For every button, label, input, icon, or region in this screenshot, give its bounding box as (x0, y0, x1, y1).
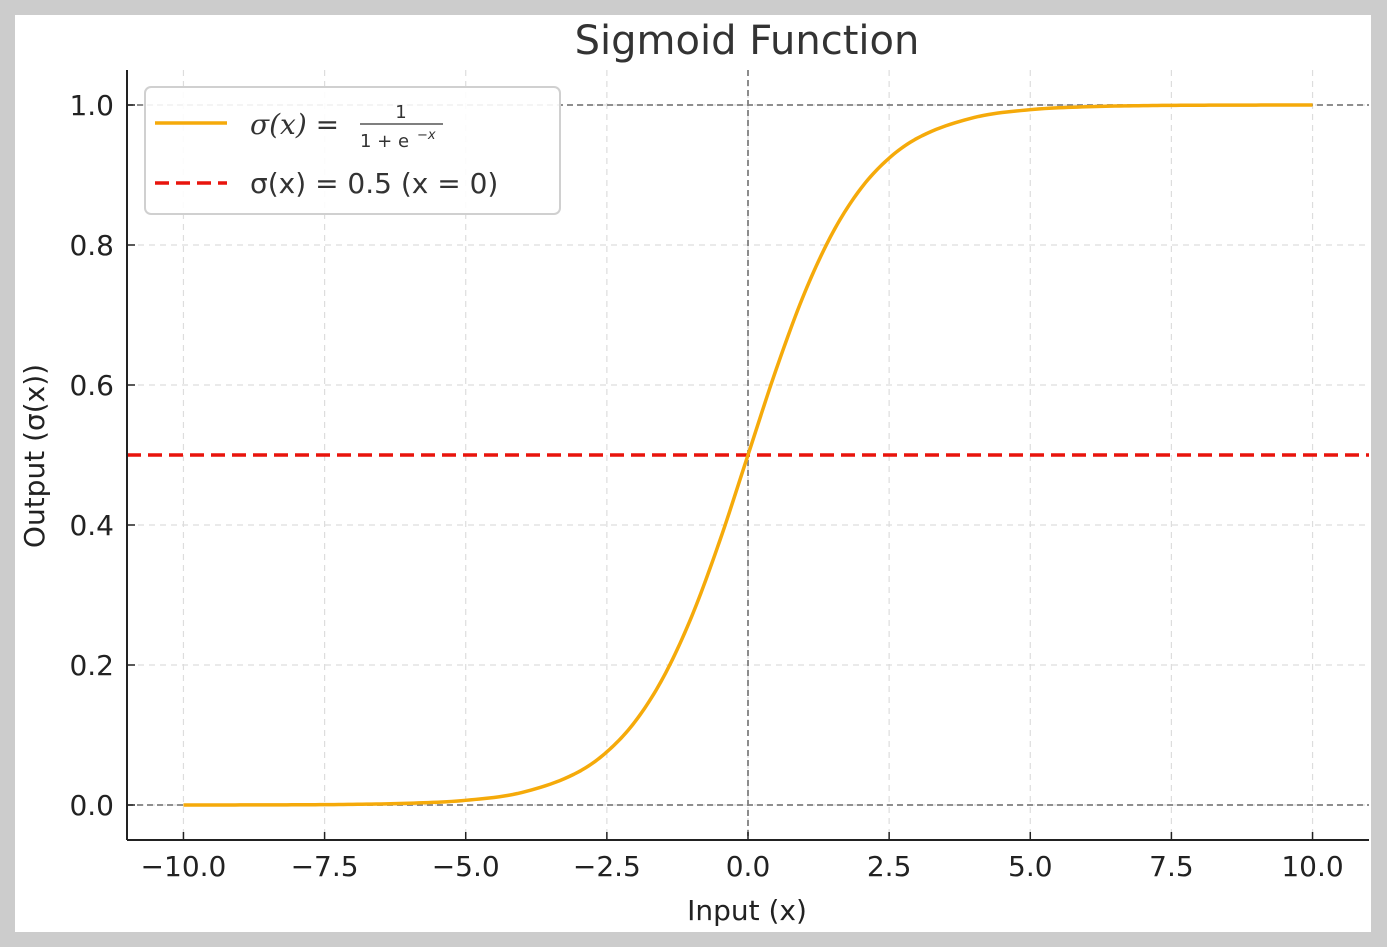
x-tick-label: −7.5 (291, 850, 359, 883)
legend-label-sigmoid-numerator: 1 (395, 102, 406, 123)
x-tick-label: −2.5 (573, 850, 641, 883)
legend-label-sigmoid-exponent: −x (417, 128, 436, 143)
x-tick-label: 0.0 (726, 850, 771, 883)
x-tick-label: 10.0 (1281, 850, 1343, 883)
y-axis-label: Output (σ(x)) (18, 364, 51, 548)
sigmoid-curve (183, 103, 1313, 807)
x-tick-label: 2.5 (867, 850, 912, 883)
chart-title: Sigmoid Function (575, 18, 920, 64)
legend: σ(x) = 1 1 + e −x σ(x) = 0.5 (x = 0) (144, 86, 561, 215)
y-tick-label: 0.2 (69, 649, 114, 682)
y-tick-label: 1.0 (69, 89, 114, 122)
series-layer (127, 103, 1369, 807)
y-tick-label: 0.0 (69, 789, 114, 822)
x-tick-label: 7.5 (1149, 850, 1194, 883)
legend-label-sigmoid-denominator: 1 + e (360, 131, 409, 152)
y-tick-label: 0.6 (69, 369, 114, 402)
ticks: −10.0 −7.5 −5.0 −2.5 0.0 2.5 5.0 7.5 10.0 0.0 0.2 0… (69, 89, 1343, 883)
x-tick-label: −10.0 (141, 850, 227, 883)
x-axis-label: Input (x) (687, 894, 807, 927)
x-tick-label: 5.0 (1008, 850, 1053, 883)
legend-label-threshold: σ(x) = 0.5 (x = 0) (250, 167, 498, 200)
y-tick-label: 0.4 (69, 509, 114, 542)
legend-box (144, 86, 561, 215)
legend-label-sigmoid-prefix: σ(x) = (250, 108, 339, 141)
x-tick-label: −5.0 (432, 850, 500, 883)
y-tick-label: 0.8 (69, 229, 114, 262)
